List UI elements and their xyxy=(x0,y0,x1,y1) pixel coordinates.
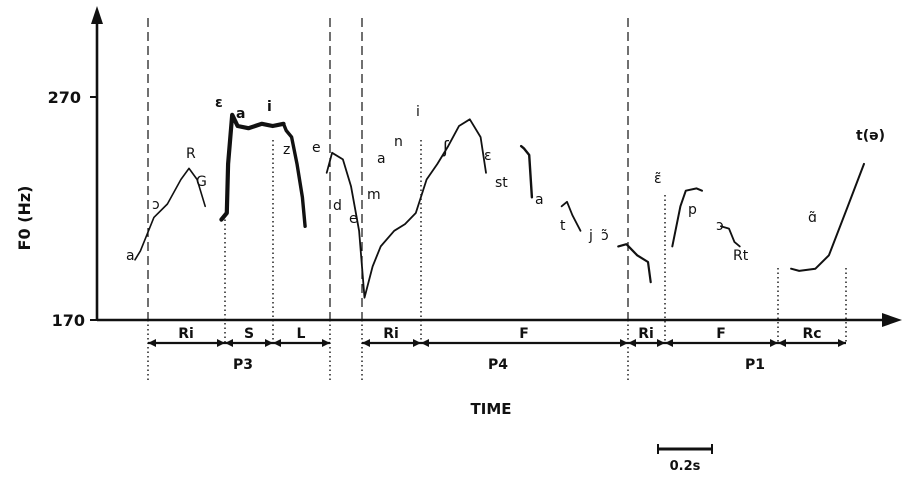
phoneme-label: e xyxy=(349,211,358,227)
x-axis-arrowhead xyxy=(882,313,902,327)
phoneme-label: z xyxy=(283,142,290,158)
interval-label: F xyxy=(716,326,726,342)
phoneme-label: t xyxy=(560,218,566,234)
interval-label: Ri xyxy=(178,326,194,342)
f0-contour-segment xyxy=(134,167,206,261)
group-label-p3: P3 xyxy=(233,357,253,373)
f0-contour-segment xyxy=(219,112,286,222)
y-axis-arrowhead xyxy=(91,6,103,24)
phoneme-label: m xyxy=(367,187,381,203)
interval-label: Ri xyxy=(638,326,654,342)
interval-label: F xyxy=(519,326,529,342)
scale-bar-label: 0.2s xyxy=(670,459,701,474)
phoneme-label: a xyxy=(377,151,386,167)
phoneme-label: ɛ xyxy=(484,148,492,164)
phoneme-label: a xyxy=(236,106,245,122)
f0-contour-segment xyxy=(519,144,534,199)
phoneme-label: Rt xyxy=(733,248,749,264)
phoneme-label: n xyxy=(394,134,403,150)
x-axis-label: TIME xyxy=(471,400,512,418)
f0-contour-group xyxy=(134,112,865,299)
interval-label: Ri xyxy=(383,326,399,342)
interval-label: L xyxy=(297,326,306,342)
phoneme-label: ɛ xyxy=(215,95,223,111)
f0-contour-segment xyxy=(560,200,582,232)
phoneme-label: a xyxy=(126,248,135,264)
phoneme-label: i xyxy=(416,104,420,120)
phoneme-label: e xyxy=(312,140,321,156)
phoneme-label: i xyxy=(267,99,272,115)
f0-contour-segment xyxy=(790,162,865,272)
y-axis-label: F0 (Hz) xyxy=(15,186,34,251)
phoneme-label: t(ə) xyxy=(856,128,885,144)
y-tick-label-170: 170 xyxy=(52,311,85,330)
phoneme-label: d xyxy=(333,198,342,214)
phoneme-label: ɔ̃ xyxy=(601,228,609,244)
interval-spans: Ri S L Ri F Ri F Rc xyxy=(148,326,846,347)
interval-arrowheads xyxy=(148,339,846,347)
interval-label: Rc xyxy=(802,326,821,342)
phoneme-label-group: a ɔ R G ɛ a i z e d e m a n i ʃ ɛ st a t… xyxy=(126,95,885,264)
phoneme-label: ɛ̃ xyxy=(654,171,662,187)
phoneme-label: ʃ xyxy=(442,138,450,158)
phoneme-label: p xyxy=(688,202,697,218)
f0-contour-segment xyxy=(617,243,652,284)
f0-contour-segment xyxy=(281,122,307,228)
group-label-p1: P1 xyxy=(745,357,765,373)
f0-contour-segment xyxy=(671,187,703,248)
y-tick-label-270: 270 xyxy=(48,88,81,107)
phoneme-label: a xyxy=(535,192,544,208)
phoneme-label: ɔ xyxy=(152,197,160,213)
interval-label: S xyxy=(244,326,254,342)
phoneme-label: st xyxy=(495,175,508,191)
phoneme-label: G xyxy=(196,174,207,190)
group-label-p4: P4 xyxy=(488,357,508,373)
phoneme-label: ɑ̃ xyxy=(808,210,817,226)
phoneme-label: R xyxy=(186,146,196,162)
f0-contour-segment xyxy=(720,225,741,248)
phoneme-label: j xyxy=(588,228,593,244)
phoneme-label: ɔ xyxy=(716,218,724,234)
f0-contour-segment xyxy=(325,118,487,299)
